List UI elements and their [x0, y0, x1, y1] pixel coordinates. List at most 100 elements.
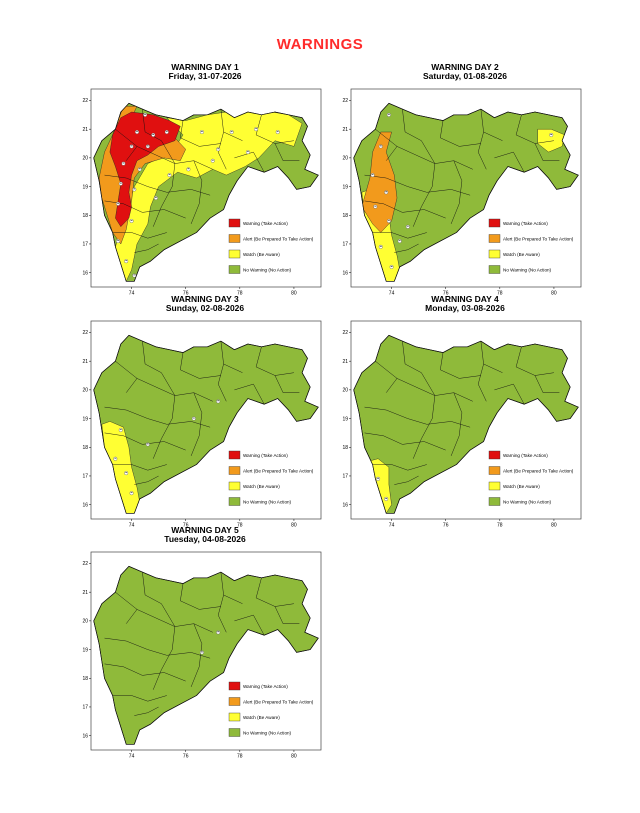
district-border: [115, 592, 213, 633]
cloud-icon: [211, 159, 214, 161]
district-border: [152, 163, 176, 227]
rain-icon: [254, 127, 259, 132]
cloud-icon: [387, 220, 390, 221]
cloud-icon: [390, 265, 393, 267]
district-border: [112, 464, 167, 471]
y-tick-label: 22: [342, 98, 348, 104]
district-border: [142, 572, 162, 604]
district-border: [364, 200, 446, 219]
cloud-icon: [217, 400, 220, 402]
rain-icon: [386, 219, 391, 223]
legend-swatch: [228, 697, 241, 706]
y-tick-label: 18: [342, 213, 348, 219]
zone-red: [109, 111, 181, 228]
district-border: [421, 372, 436, 396]
legend-label: Alert (Be Prepared To Take Action): [503, 469, 574, 474]
cloud-icon: [138, 168, 141, 170]
district-border: [375, 129, 473, 170]
y-tick-label: 21: [82, 590, 88, 596]
legend-swatch: [488, 466, 501, 475]
district-border: [515, 114, 554, 144]
legend-label: Warning (Take Action): [503, 453, 548, 458]
cloud-icon: [117, 240, 120, 241]
district-border: [180, 120, 221, 147]
district-border: [274, 375, 300, 393]
legend-label: Alert (Be Prepared To Take Action): [243, 237, 314, 242]
cloud-icon: [374, 205, 377, 207]
rain-icon: [373, 204, 378, 209]
legend-swatch: [488, 481, 501, 491]
legend-label: Warning (Take Action): [243, 221, 288, 226]
rain-icon: [145, 144, 150, 149]
legend-swatch: [488, 218, 501, 228]
legend-swatch: [228, 234, 241, 243]
legend-label: Alert (Be Prepared To Take Action): [243, 469, 314, 474]
district-border: [112, 232, 167, 239]
district-border: [412, 163, 436, 227]
cloud-icon: [119, 182, 122, 184]
y-tick-label: 18: [82, 676, 88, 682]
rain-icon: [132, 273, 137, 278]
district-border: [115, 361, 213, 402]
cloud-icon: [146, 145, 149, 147]
district-border: [190, 392, 203, 456]
panel-date-label: Saturday, 01-08-2026: [423, 71, 507, 81]
district-border: [152, 395, 176, 459]
cloud-icon: [379, 245, 382, 247]
y-tick-label: 19: [342, 184, 348, 190]
district-border: [134, 243, 159, 253]
y-tick-label: 18: [82, 213, 88, 219]
y-tick-label: 19: [82, 416, 88, 422]
cloud-icon: [152, 133, 155, 135]
district-border: [161, 603, 176, 627]
cloud-icon: [192, 417, 195, 419]
district-border: [104, 406, 211, 428]
cloud-icon: [144, 113, 147, 115]
rain-icon: [405, 224, 410, 229]
legend-swatch: [228, 712, 241, 722]
rain-icon: [549, 132, 554, 137]
district-border: [412, 395, 436, 459]
legend-swatch: [228, 265, 241, 274]
y-tick-label: 17: [342, 242, 348, 248]
rain-icon: [370, 173, 375, 178]
x-tick-label: 78: [237, 523, 243, 529]
y-tick-label: 16: [82, 733, 88, 739]
cloud-icon: [387, 113, 390, 115]
warning-panel-day-5: WARNING DAY 5 Tuesday, 04-08-2026 74 76 78…: [82, 526, 325, 760]
warning-zones: [98, 106, 303, 282]
x-tick-label: 76: [183, 291, 189, 297]
legend-label: No Warning (No Action): [503, 268, 552, 273]
district-border: [450, 392, 463, 456]
district-border: [234, 383, 265, 405]
district-border: [180, 352, 221, 379]
cloud-icon: [377, 477, 380, 479]
district-border: [190, 160, 203, 224]
x-tick-label: 80: [551, 291, 557, 297]
map-frame: 74 76 78 80 22 21 20 19 18 17 16 Warning (Take Acti…: [82, 88, 322, 297]
cloud-icon: [200, 131, 203, 132]
legend-label: Warning (Take Action): [243, 684, 288, 689]
state-border: [353, 334, 579, 514]
y-tick-label: 22: [82, 330, 88, 336]
rain-icon: [191, 416, 196, 421]
district-border: [386, 378, 398, 393]
district-border: [161, 140, 176, 164]
y-tick-label: 17: [82, 705, 88, 711]
legend-swatch: [488, 249, 501, 259]
cloud-icon: [385, 497, 388, 499]
district-border: [112, 695, 167, 702]
district-border: [126, 146, 138, 161]
district-border: [364, 174, 471, 196]
district-border: [126, 609, 138, 624]
district-border: [134, 475, 159, 485]
y-tick-label: 17: [342, 474, 348, 480]
cloud-icon: [133, 188, 136, 190]
y-tick-label: 21: [82, 359, 88, 365]
panel-date-label: Sunday, 02-08-2026: [165, 303, 245, 313]
y-tick-label: 18: [342, 445, 348, 451]
rain-icon: [389, 264, 394, 269]
x-tick-label: 76: [443, 291, 449, 297]
panel-day-label: WARNING DAY 2: [431, 62, 499, 72]
district-border: [372, 232, 427, 239]
